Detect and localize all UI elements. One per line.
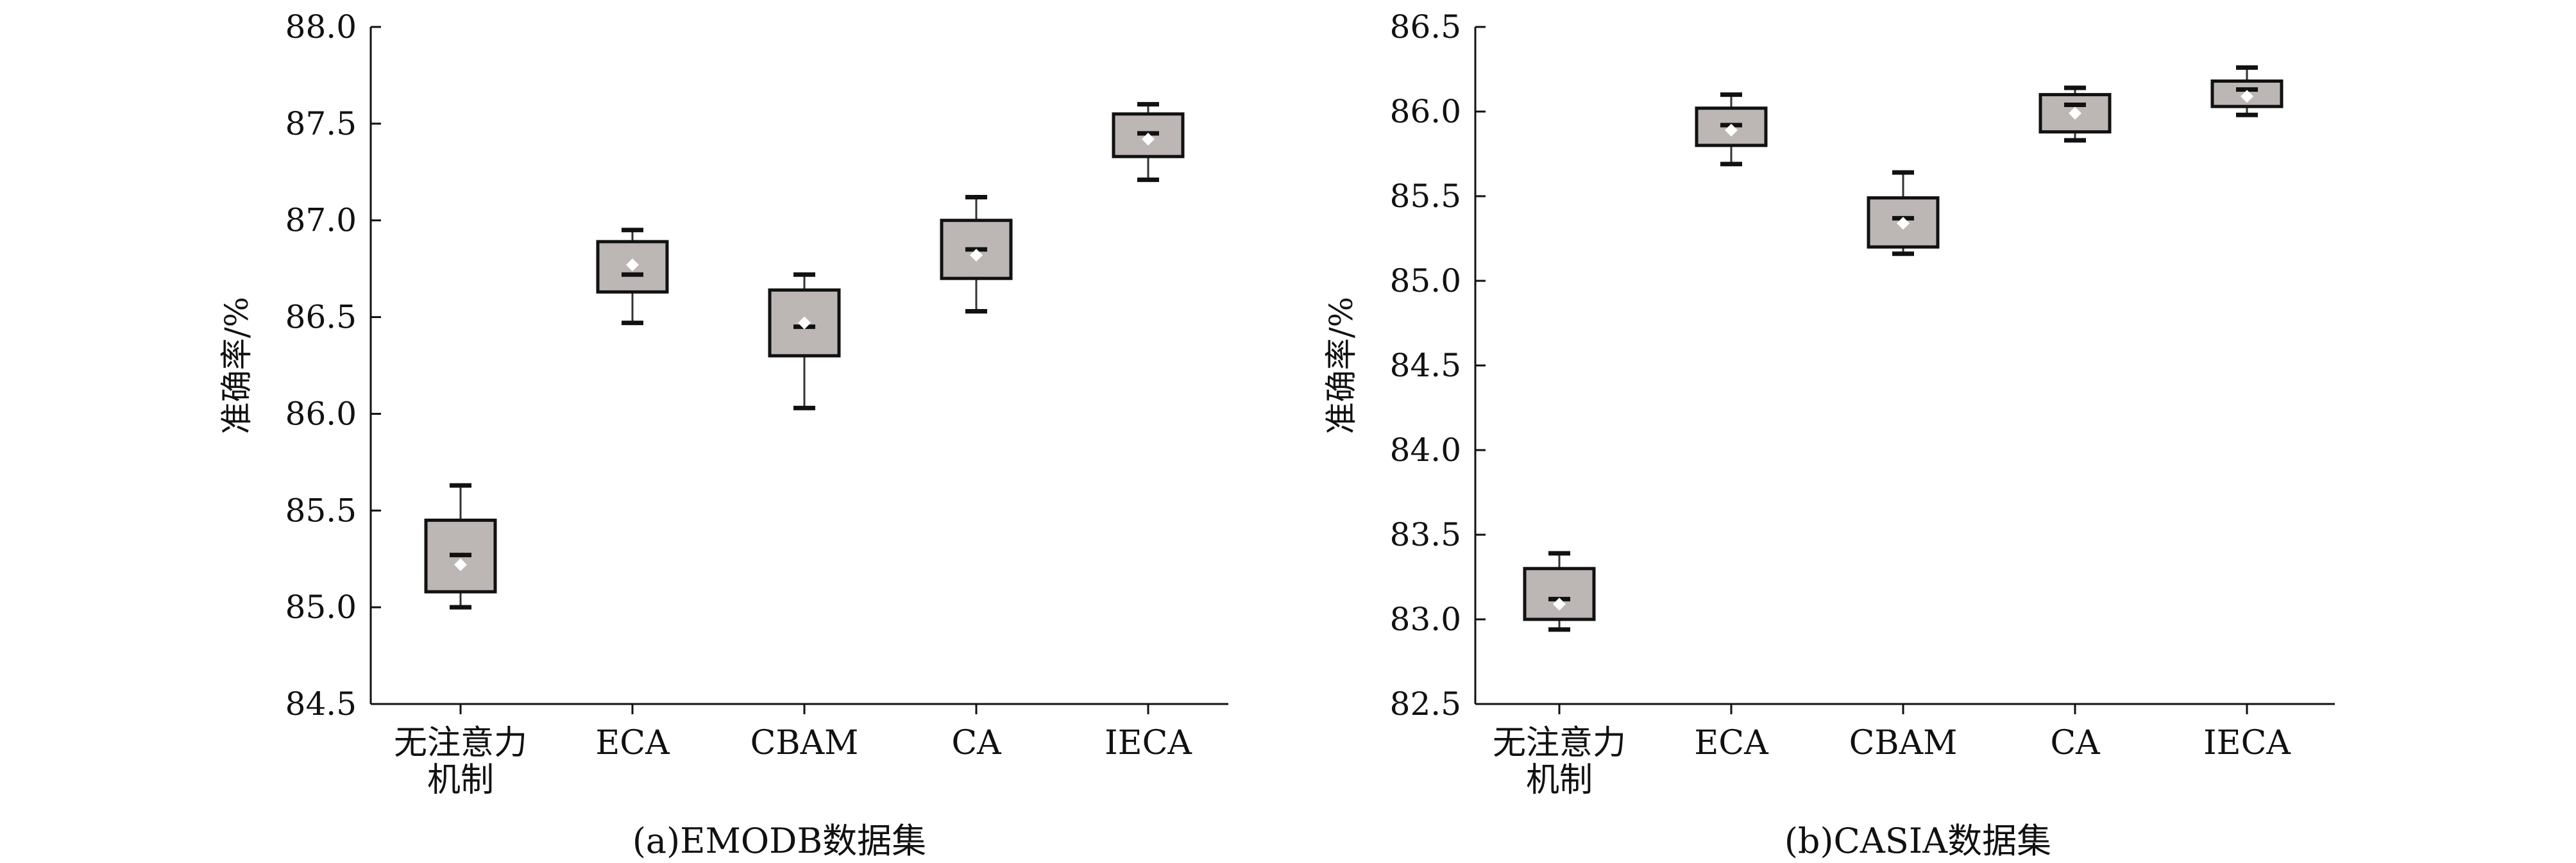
mean-marker	[2241, 90, 2253, 103]
category-label-line: 机制	[427, 761, 494, 800]
category-label-line: CBAM	[750, 724, 859, 762]
mean-marker	[626, 258, 639, 272]
box-1: 无注意力机制	[1493, 551, 1626, 800]
category-label: 无注意力机制	[1493, 724, 1626, 800]
box-4: CA	[2038, 85, 2112, 762]
y-tick-label: 86.0	[285, 395, 357, 432]
y-tick-label: 87.0	[285, 202, 357, 239]
y-tick-label: 83.0	[1390, 601, 1461, 638]
box-3: CBAM	[1849, 170, 1958, 762]
y-tick-label: 84.5	[1390, 347, 1461, 384]
category-label-line: CA	[951, 724, 1002, 762]
y-axis-label: 准确率/%	[218, 297, 255, 434]
y-tick-label: 85.0	[1390, 262, 1461, 299]
category-label-line: 无注意力	[1493, 724, 1626, 762]
y-tick-label: 83.5	[1390, 516, 1461, 553]
category-label: 无注意力机制	[394, 724, 527, 800]
category-label-line: 无注意力	[394, 724, 527, 762]
y-tick-label: 82.5	[1390, 685, 1461, 723]
category-label: IECA	[1105, 724, 1192, 762]
y-tick-label: 86.5	[285, 299, 357, 336]
y-tick-label: 86.5	[1390, 8, 1461, 46]
y-tick-label: 85.5	[285, 492, 357, 529]
category-label-line: CBAM	[1849, 724, 1958, 762]
chart-panel-casia: 82.5 83.0 83.5 84.0 84.5 85.0 85.5 86.0 86.5 准确率/…	[1323, 8, 2335, 861]
mean-marker	[1897, 217, 1910, 230]
mean-marker	[798, 316, 811, 330]
mean-marker	[454, 558, 467, 571]
y-tick-label: 88.0	[285, 8, 357, 46]
y-tick-label: 86.0	[1390, 93, 1461, 130]
category-label: CBAM	[750, 724, 859, 762]
y-axis-label: 准确率/%	[1323, 297, 1360, 434]
mean-marker	[1725, 124, 1738, 137]
category-label: CA	[951, 724, 1002, 762]
panel-caption: (b)CASIA数据集	[1784, 821, 2051, 861]
category-label: ECA	[1694, 724, 1769, 762]
mean-marker	[1142, 132, 1155, 146]
category-label-line: ECA	[595, 724, 670, 762]
box-2: ECA	[1694, 92, 1769, 762]
iqr-box	[1523, 567, 1596, 621]
category-label-line: ECA	[1694, 724, 1769, 762]
mean-marker	[1553, 598, 1566, 611]
box-4: CA	[940, 195, 1013, 762]
category-label-line: 机制	[1526, 761, 1593, 800]
y-tick-label: 85.0	[285, 589, 357, 626]
y-tick-label: 87.5	[285, 105, 357, 142]
box-5: IECA	[1105, 102, 1192, 762]
box-1: 无注意力机制	[394, 483, 527, 800]
category-label: IECA	[2203, 724, 2291, 762]
category-label: CA	[2050, 724, 2101, 762]
mean-marker	[970, 249, 983, 262]
category-label: CBAM	[1849, 724, 1958, 762]
box-5: IECA	[2203, 65, 2291, 762]
category-label-line: IECA	[2203, 724, 2291, 762]
y-tick-label: 84.0	[1390, 432, 1461, 469]
panel-caption: (a)EMODB数据集	[632, 821, 926, 861]
category-label: ECA	[595, 724, 670, 762]
box-3: CBAM	[750, 272, 859, 762]
box-2: ECA	[595, 228, 670, 762]
category-label-line: CA	[2050, 724, 2101, 762]
mean-marker	[2069, 106, 2081, 120]
y-tick-label: 85.5	[1390, 178, 1461, 215]
chart-panel-emodb: 84.5 85.0 85.5 86.0 86.5 87.0 87.5 88.0 准确率/% 无注意…	[218, 8, 1228, 861]
y-tick-label: 84.5	[285, 685, 357, 723]
category-label-line: IECA	[1105, 724, 1192, 762]
